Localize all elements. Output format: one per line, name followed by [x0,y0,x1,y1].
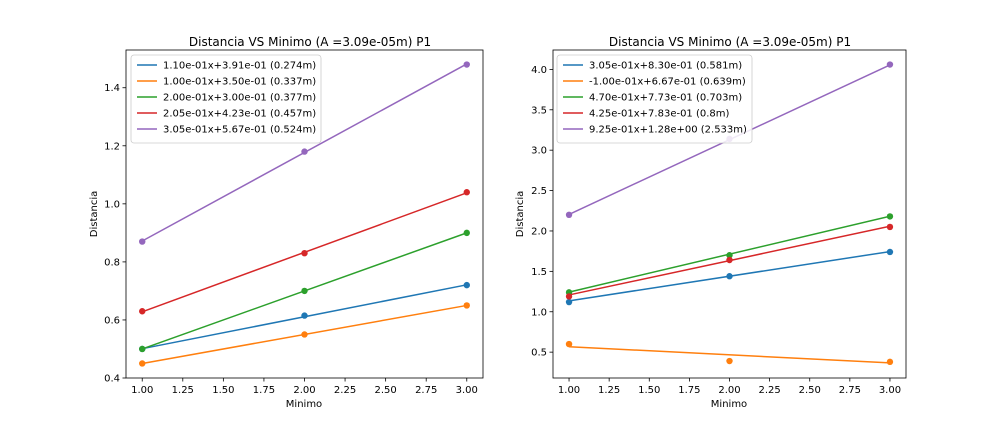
x-tick-label: 1.75 [678,385,700,396]
subplot-right: Distancia VS Minimo (A =3.09e-05m) P1 1.… [515,35,907,410]
y-axis-label-right: Distancia [515,191,526,237]
y-tick-label: 1.0 [104,199,120,210]
y-tick-label: 0.6 [104,315,120,326]
legend-right: 3.05e-01x+8.30e-01 (0.581m) -1.00e-01x+6.… [556,54,753,144]
data-point-2-2 [301,331,308,338]
x-tick-label: 1.00 [558,385,580,396]
y-tick-label: 1.2 [104,141,120,152]
legend-entry: 1.10e-01x+3.91e-01 (0.274m) [163,61,316,72]
data-point-2-3 [463,302,470,309]
data-point-2-3 [886,358,894,366]
x-axis-label-left: Minimo [286,399,322,410]
y-tick-label: 1.5 [531,267,547,278]
data-point-2-2 [726,357,733,365]
data-point-4-3 [463,189,470,196]
data-point-4-2 [726,256,733,264]
subplot-left: Distancia VS Minimo (A =3.09e-05m) P1 1.… [89,35,484,410]
legend-entry: 3.05e-01x+5.67e-01 (0.524m) [163,125,316,136]
y-tick-label: 4.0 [531,65,547,76]
data-point-3-1 [139,345,146,353]
legend-entry: 2.00e-01x+3.00e-01 (0.377m) [163,93,316,104]
y-tick-label: 3.5 [531,105,547,116]
y-tick-label: 2.5 [531,186,547,197]
y-tick-label: 0.4 [104,374,120,385]
y-tick-label: 2.0 [531,226,547,237]
data-point-2-1 [139,360,146,367]
x-tick-label: 2.00 [293,385,315,396]
data-point-4-1 [139,308,146,315]
x-tick-label: 3.00 [879,385,901,396]
x-tick-label: 1.75 [253,385,275,396]
y-tick-label: 1.4 [104,83,120,94]
legend-left: 1.10e-01x+3.91e-01 (0.274m) 1.00e-01x+3.5… [130,54,322,144]
data-point-5-3 [886,61,894,68]
data-point-1-3 [886,248,894,256]
y-tick-label: 0.5 [531,348,547,359]
x-tick-label: 2.00 [718,385,740,396]
data-point-5-1 [565,211,573,219]
chart-title-left: Distancia VS Minimo (A =3.09e-05m) P1 [189,35,431,49]
x-tick-label: 2.75 [839,385,861,396]
legend-entry: 3.05e-01x+8.30e-01 (0.581m) [589,61,742,72]
y-axis-label-left: Distancia [89,191,100,237]
x-tick-label: 3.00 [456,385,478,396]
x-tick-label: 2.25 [758,385,780,396]
data-point-3-3 [463,229,470,237]
legend-box [130,54,322,144]
axis-ticks-right: 1.00 1.25 1.50 1.75 2.00 2.25 2.50 2.75 3.00 0.5 1… [531,65,901,396]
data-point-1-2 [301,312,308,319]
x-tick-label: 1.50 [638,385,660,396]
data-point-4-2 [301,249,308,257]
data-point-1-3 [463,281,470,289]
data-point-5-2 [301,148,308,155]
data-point-1-1 [565,298,573,306]
legend-entry: 9.25e-01x+1.28e+00 (2.533m) [589,125,747,136]
data-point-3-3 [886,213,894,220]
data-point-1-2 [726,273,733,280]
data-point-4-1 [565,293,573,300]
x-tick-label: 1.25 [172,385,194,396]
y-tick-label: 3.0 [531,146,547,157]
legend-entry: 4.70e-01x+7.73e-01 (0.703m) [589,93,742,104]
x-tick-label: 2.50 [799,385,821,396]
x-tick-label: 2.50 [375,385,397,396]
data-point-3-2 [726,252,733,259]
series-line-2 [569,345,890,364]
series-points-right [565,61,894,366]
x-tick-label: 2.25 [334,385,356,396]
y-tick-label: 0.8 [104,257,120,268]
series-points-left [139,61,470,367]
chart-title-right: Distancia VS Minimo (A =3.09e-05m) P1 [609,35,851,49]
data-point-4-3 [886,223,894,231]
x-axis-label-right: Minimo [711,399,747,410]
x-tick-label: 1.25 [598,385,620,396]
x-tick-label: 2.75 [415,385,437,396]
x-tick-label: 1.00 [131,385,153,396]
x-tick-label: 1.50 [212,385,234,396]
y-tick-label: 1.0 [531,307,547,318]
legend-box [556,54,753,144]
data-point-3-2 [301,287,308,295]
data-point-5-3 [463,61,470,68]
axis-ticks-left: 1.00 1.25 1.50 1.75 2.00 2.25 2.50 2.75 3.00 0.4 0… [104,83,478,396]
data-point-2-1 [565,340,573,348]
legend-entry: 2.05e-01x+4.23e-01 (0.457m) [163,109,316,120]
data-point-5-1 [139,238,146,245]
legend-entry: 1.00e-01x+3.50e-01 (0.337m) [163,77,316,88]
legend-entry: 4.25e-01x+7.83e-01 (0.8m) [589,109,730,120]
legend-entry: -1.00e-01x+6.67e-01 (0.639m) [589,77,746,88]
